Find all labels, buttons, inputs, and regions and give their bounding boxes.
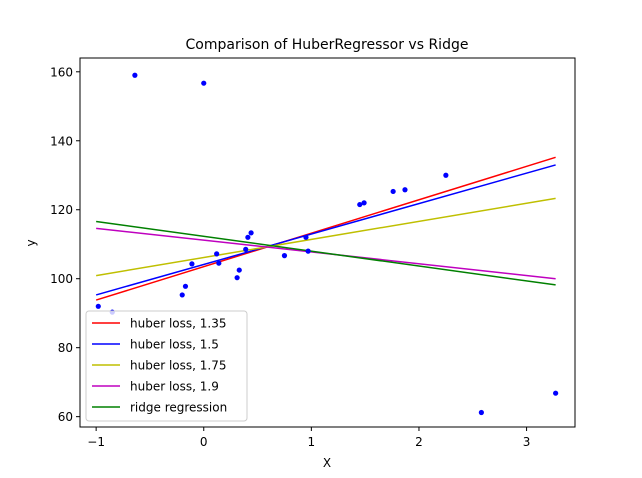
legend-label: huber loss, 1.35 xyxy=(130,317,227,331)
legend: huber loss, 1.35 huber loss, 1.5 huber los… xyxy=(85,310,248,422)
x-axis-label: X xyxy=(323,456,331,470)
y-tick-label: 60 xyxy=(58,410,73,424)
scatter-point xyxy=(182,283,189,289)
scatter-point xyxy=(201,80,207,86)
scatter-point xyxy=(95,303,101,309)
plot-frame xyxy=(79,57,576,428)
scatter-point xyxy=(234,275,240,281)
scatter-point xyxy=(443,172,449,178)
scatter-point xyxy=(132,72,138,78)
scatter-point xyxy=(236,267,242,273)
scatter-point xyxy=(361,200,367,206)
scatter-point xyxy=(248,230,254,236)
series-line-5 xyxy=(96,220,556,286)
y-tick-label: 120 xyxy=(50,203,73,217)
scatter-point xyxy=(214,251,220,257)
legend-label: huber loss, 1.9 xyxy=(130,380,219,394)
scatter-point xyxy=(281,253,288,259)
scatter-point xyxy=(216,260,222,266)
x-tick-label: 3 xyxy=(523,435,531,449)
series-line-2 xyxy=(95,164,556,296)
scatter-point xyxy=(305,248,311,254)
scatter-point xyxy=(478,409,484,416)
scatter-point xyxy=(179,292,185,298)
y-axis-label: y xyxy=(24,239,38,246)
scatter-point xyxy=(303,234,309,240)
series-layer xyxy=(95,156,556,301)
y-tick-label: 80 xyxy=(58,341,73,355)
scatter-point xyxy=(402,187,408,193)
scatter-point xyxy=(243,246,249,252)
series-line-3 xyxy=(96,197,556,277)
scatter-point xyxy=(553,390,559,396)
x-tick-label: 1 xyxy=(308,435,316,449)
scatter-point xyxy=(245,234,251,240)
y-tick-label: 160 xyxy=(50,65,73,79)
legend-frame xyxy=(85,310,248,422)
y-tick-label: 100 xyxy=(50,272,73,286)
legend-label: ridge regression xyxy=(130,401,227,415)
x-tick-label: 0 xyxy=(200,435,208,449)
legend-label: huber loss, 1.5 xyxy=(130,338,219,352)
x-tick-label: 2 xyxy=(415,435,423,449)
x-axis: −1 0 1 2 3 xyxy=(87,427,530,449)
series-line-1 xyxy=(95,156,556,301)
legend-label: huber loss, 1.75 xyxy=(130,359,227,373)
x-tick-label: −1 xyxy=(87,435,105,449)
y-axis: 60 80 100 120 140 160 xyxy=(50,65,80,424)
chart-title: Comparison of HuberRegressor vs Ridge xyxy=(186,37,469,53)
scatter-point xyxy=(189,261,195,267)
scatter-point xyxy=(390,188,396,195)
y-tick-label: 140 xyxy=(50,134,73,148)
scatter-point xyxy=(357,201,363,208)
